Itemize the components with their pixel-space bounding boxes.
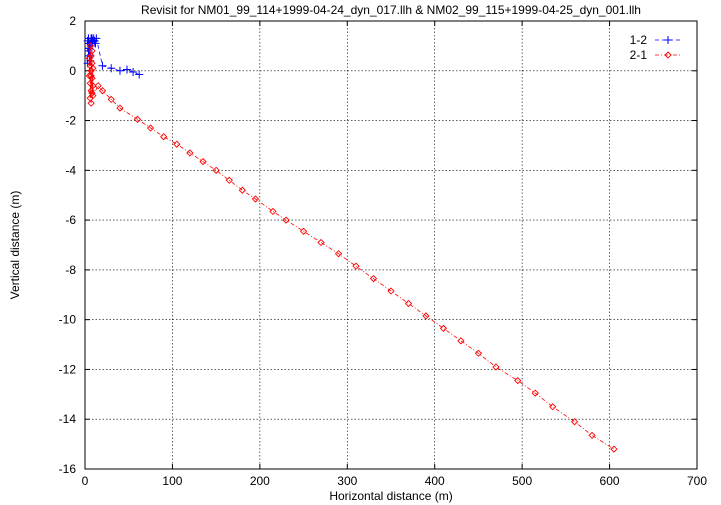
x-tick-label: 500 bbox=[512, 474, 532, 488]
data-point bbox=[251, 195, 260, 203]
data-point bbox=[352, 262, 360, 270]
data-point bbox=[98, 61, 107, 70]
data-point bbox=[531, 389, 539, 397]
data-point bbox=[87, 34, 96, 43]
y-tick-label: -8 bbox=[65, 263, 76, 277]
x-tick-label: 300 bbox=[337, 474, 357, 488]
data-point bbox=[89, 92, 97, 100]
data-point bbox=[107, 64, 116, 73]
data-point bbox=[88, 74, 96, 82]
series-layer bbox=[83, 34, 618, 453]
data-point bbox=[116, 104, 124, 112]
data-point bbox=[664, 36, 672, 44]
data-point bbox=[212, 166, 220, 174]
data-point bbox=[269, 207, 277, 216]
legend: 1-22-1 bbox=[630, 33, 682, 62]
data-point bbox=[85, 72, 94, 80]
data-point bbox=[146, 124, 155, 132]
y-tick-label: -4 bbox=[65, 163, 76, 177]
data-point bbox=[422, 312, 430, 320]
data-point bbox=[85, 54, 94, 62]
data-point bbox=[89, 82, 97, 90]
x-tick-label: 100 bbox=[162, 474, 182, 488]
data-point bbox=[334, 250, 343, 258]
y-tick-label: -10 bbox=[59, 313, 77, 327]
y-tick-label: -2 bbox=[65, 114, 76, 128]
data-point bbox=[133, 115, 142, 123]
y-tick-label: -6 bbox=[65, 213, 76, 227]
plot-frame bbox=[84, 20, 698, 470]
data-point bbox=[492, 363, 500, 371]
x-axis-label: Horizontal distance (m) bbox=[329, 489, 452, 503]
data-point bbox=[439, 324, 448, 333]
data-point bbox=[98, 87, 107, 95]
data-point bbox=[87, 72, 95, 80]
data-point bbox=[457, 337, 465, 345]
data-point bbox=[173, 140, 181, 148]
data-point bbox=[514, 377, 522, 385]
data-point bbox=[549, 403, 557, 411]
y-tick-label: -14 bbox=[59, 412, 77, 426]
data-point bbox=[87, 52, 95, 60]
data-point bbox=[107, 95, 115, 104]
data-point bbox=[89, 64, 97, 72]
data-point bbox=[87, 99, 95, 107]
data-point bbox=[404, 299, 413, 308]
data-point bbox=[282, 216, 290, 224]
data-point bbox=[610, 445, 618, 453]
legend-item: 2-1 bbox=[630, 48, 682, 62]
y-tick-label: -16 bbox=[59, 462, 77, 476]
data-point bbox=[369, 274, 378, 283]
y-tick-label: 2 bbox=[69, 14, 76, 28]
data-point bbox=[115, 66, 124, 75]
x-tick-label: 400 bbox=[425, 474, 445, 488]
data-point bbox=[317, 238, 325, 247]
data-point bbox=[387, 287, 395, 295]
legend-item: 1-2 bbox=[630, 33, 682, 47]
data-point bbox=[135, 70, 144, 79]
axis-ticks: 0 100 200 300 400 500 600 700 2 0 -2 -4 -6 -8 -10 -12 -1… bbox=[59, 14, 708, 488]
data-point bbox=[122, 65, 131, 74]
series-2-1 bbox=[85, 42, 618, 453]
data-point bbox=[160, 133, 168, 141]
data-point bbox=[87, 67, 95, 75]
data-point bbox=[94, 82, 102, 90]
x-tick-label: 600 bbox=[600, 474, 620, 488]
legend-label: 2-1 bbox=[630, 48, 648, 62]
x-tick-label: 700 bbox=[687, 474, 707, 488]
data-point bbox=[225, 176, 233, 184]
grid bbox=[85, 21, 697, 469]
data-point bbox=[588, 431, 596, 440]
data-point bbox=[186, 149, 194, 157]
x-tick-label: 0 bbox=[82, 474, 89, 488]
chart-title: Revisit for NM01_99_114+1999-04-24_dyn_0… bbox=[141, 3, 641, 17]
data-point bbox=[238, 186, 247, 194]
x-tick-label: 200 bbox=[250, 474, 270, 488]
data-point bbox=[88, 47, 96, 55]
y-tick-label: -12 bbox=[59, 362, 77, 376]
data-point bbox=[664, 51, 672, 59]
data-point bbox=[86, 42, 94, 50]
data-point bbox=[129, 68, 138, 77]
data-point bbox=[299, 227, 308, 235]
y-tick-label: 0 bbox=[69, 64, 76, 78]
data-point bbox=[87, 87, 95, 95]
data-point bbox=[199, 157, 207, 166]
data-point bbox=[570, 418, 579, 426]
legend-label: 1-2 bbox=[630, 33, 648, 47]
data-point bbox=[88, 89, 96, 97]
y-axis-label: Vertical distance (m) bbox=[8, 191, 22, 300]
data-point bbox=[474, 349, 483, 357]
